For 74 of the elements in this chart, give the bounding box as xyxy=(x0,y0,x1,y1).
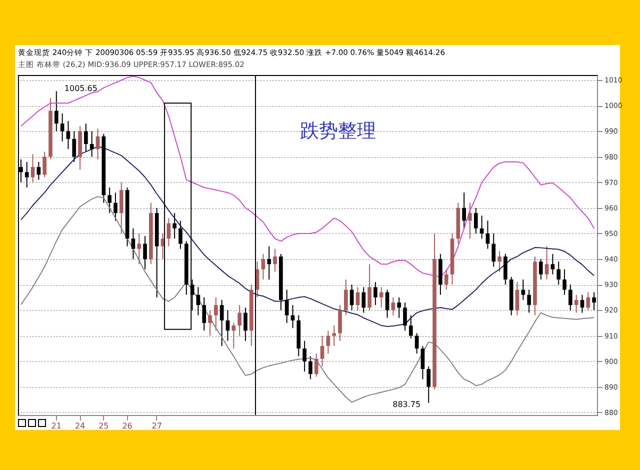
candlestick xyxy=(420,345,425,380)
candlestick xyxy=(538,258,543,280)
candlestick xyxy=(521,279,526,300)
candlestick xyxy=(568,284,572,311)
candlestick xyxy=(208,310,212,336)
candlestick xyxy=(143,236,147,270)
x-tick-label: 26 xyxy=(122,422,132,430)
candlestick xyxy=(137,232,142,265)
candlestick xyxy=(114,192,118,222)
candlestick xyxy=(178,220,182,250)
annotation: 跌势整理 xyxy=(300,119,376,144)
candlestick xyxy=(66,120,70,150)
candlestick xyxy=(24,161,29,188)
x-tick-label: 24 xyxy=(74,422,86,430)
candlestick xyxy=(308,356,312,380)
x-tick-label: 25 xyxy=(98,422,109,430)
candlestick xyxy=(492,232,496,268)
candlestick xyxy=(332,325,336,346)
candlestick xyxy=(408,314,413,339)
candlestick xyxy=(108,186,112,214)
candlestick xyxy=(267,246,272,280)
candlestick xyxy=(403,302,407,332)
candlestick xyxy=(131,228,136,260)
candlestick xyxy=(474,207,478,234)
candlestick xyxy=(72,130,76,162)
candlestick xyxy=(244,307,248,342)
candlestick xyxy=(391,296,396,316)
candlestick xyxy=(84,123,88,152)
candlestick xyxy=(344,279,348,316)
candlestick xyxy=(220,299,224,346)
candlestick xyxy=(368,264,372,311)
candlestick xyxy=(444,268,448,290)
candlestick xyxy=(515,282,520,316)
candlestick xyxy=(562,268,566,296)
candlestick xyxy=(202,296,206,332)
x-tick-label: 21 xyxy=(51,422,62,430)
candlestick xyxy=(362,286,366,314)
candlestick xyxy=(273,248,277,272)
candlestick xyxy=(374,282,378,306)
annotation: 1005.65 xyxy=(64,84,98,94)
candlestick xyxy=(261,253,266,280)
annotation: 883.75 xyxy=(392,400,421,409)
candlestick xyxy=(302,340,306,372)
candlestick xyxy=(166,218,171,247)
candlestick xyxy=(426,366,431,404)
candlestick xyxy=(397,296,401,318)
candlestick xyxy=(172,212,176,240)
candlestick xyxy=(284,289,289,324)
candlestick xyxy=(468,202,472,240)
candlestick xyxy=(379,286,384,308)
candlestick xyxy=(504,253,508,286)
candlestick xyxy=(320,335,324,367)
line-series xyxy=(20,196,595,403)
candlestick xyxy=(54,90,58,132)
line-series xyxy=(20,76,595,278)
candlestick xyxy=(462,192,466,229)
candlestick xyxy=(544,246,549,280)
x-tick-label: 27 xyxy=(152,422,162,430)
candlestick xyxy=(232,322,236,350)
candlestick xyxy=(338,304,342,342)
candlestick xyxy=(90,130,94,158)
candlestick xyxy=(238,304,242,336)
candlestick xyxy=(498,250,502,272)
candlestick xyxy=(42,151,47,178)
candlestick xyxy=(30,154,35,183)
candlestick xyxy=(214,296,218,332)
candlestick xyxy=(350,284,354,311)
candlestick xyxy=(586,292,590,311)
candlestick xyxy=(527,289,531,314)
candlestick xyxy=(592,292,596,311)
candlestick xyxy=(550,253,555,275)
candlestick xyxy=(119,182,124,234)
candlestick xyxy=(314,353,318,378)
candlestick xyxy=(556,261,561,286)
